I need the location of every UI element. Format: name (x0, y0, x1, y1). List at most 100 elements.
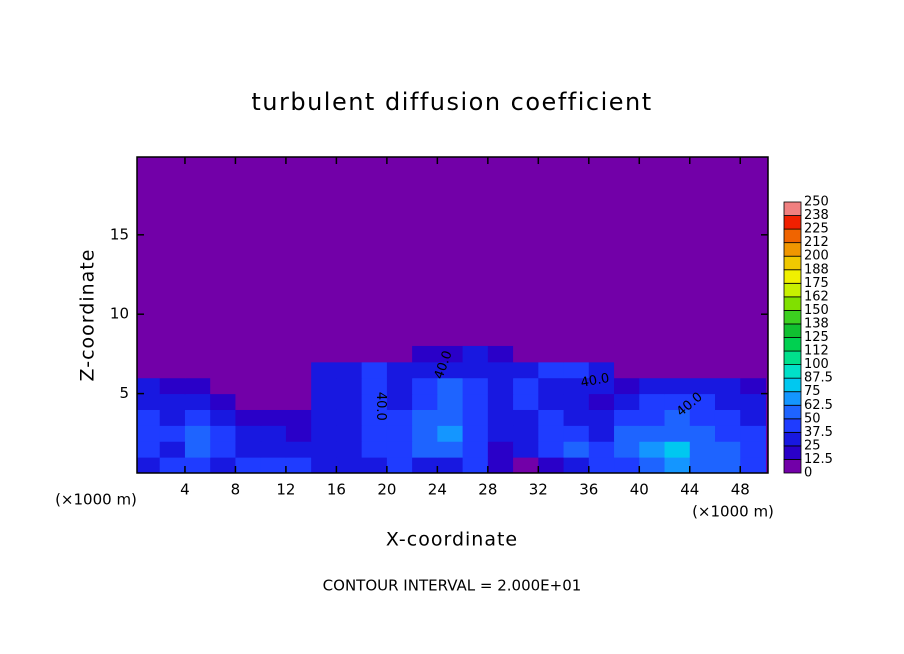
colorbar-swatch (783, 459, 802, 474)
heatmap-cell (513, 441, 539, 458)
heatmap-cell (462, 393, 489, 410)
heatmap-cell (311, 441, 337, 458)
heatmap-cell (386, 377, 413, 395)
heatmap-cell (437, 409, 464, 426)
heatmap-cell (159, 377, 186, 395)
heatmap-cell (714, 457, 741, 473)
heatmap-cell (639, 441, 666, 458)
heatmap-cell (285, 361, 312, 379)
heatmap-cell (639, 457, 666, 473)
heatmap-cell (513, 393, 539, 410)
heatmap-cell (184, 425, 211, 442)
heatmap-cell (714, 345, 741, 363)
heatmap-cell (336, 409, 363, 426)
heatmap-cell (513, 345, 539, 363)
heatmap-cell (714, 361, 741, 379)
heatmap-cell (311, 361, 337, 379)
heatmap-cell (614, 441, 640, 458)
colorbar-label: 25 (804, 438, 821, 453)
colorbar-label: 138 (804, 316, 829, 331)
heatmap-cell (210, 409, 236, 426)
heatmap-cell (437, 457, 464, 473)
heatmap-cell (538, 409, 565, 426)
heatmap-cell (260, 409, 287, 426)
colorbar-swatch (783, 296, 802, 311)
heatmap-cell (462, 425, 489, 442)
heatmap-cell (513, 425, 539, 442)
colorbar-swatch (783, 337, 802, 352)
colorbar-swatch (783, 418, 802, 433)
heatmap-cell (714, 393, 741, 410)
heatmap-cell (563, 393, 590, 410)
heatmap-cell (336, 361, 363, 379)
heatmap-cell (235, 409, 262, 426)
colorbar-swatch (783, 445, 802, 460)
heatmap-cell (588, 409, 615, 426)
heatmap-cell (361, 393, 388, 410)
heatmap-cell (513, 409, 539, 426)
heatmap-cell (614, 425, 640, 442)
heatmap-cell (285, 409, 312, 426)
colorbar-label: 12.5 (804, 452, 833, 467)
heatmap-cell (386, 345, 413, 363)
heatmap-cell (361, 425, 388, 442)
y-tick-label: 5 (119, 384, 129, 402)
heatmap-cell (210, 457, 236, 473)
colorbar-label: 0 (804, 466, 812, 481)
heatmap-cell (714, 425, 741, 442)
heatmap-cell (137, 393, 161, 410)
heatmap-cell (285, 441, 312, 458)
heatmap-cell (412, 345, 438, 363)
heatmap-cell (311, 377, 337, 395)
x-tick-label: 4 (180, 481, 190, 499)
heatmap-cell (285, 457, 312, 473)
heatmap-cell (538, 457, 565, 473)
heatmap-cell (159, 393, 186, 410)
heatmap-cell (588, 457, 615, 473)
heatmap-cell (285, 393, 312, 410)
heatmap-cell (538, 425, 565, 442)
heatmap-cell (137, 457, 161, 473)
heatmap-cell (361, 345, 388, 363)
heatmap-cell (437, 361, 464, 379)
colorbar-label: 112 (804, 344, 829, 359)
heatmap-cell (159, 409, 186, 426)
heatmap-cell (336, 425, 363, 442)
x-tick-label: 32 (529, 481, 548, 499)
footer: CONTOUR INTERVAL = 2.000E+01 (323, 577, 582, 595)
heatmap-cell (285, 377, 312, 395)
plot-frame (136, 156, 769, 474)
heatmap-cell (487, 377, 514, 395)
colorbar-label: 50 (804, 411, 821, 426)
heatmap-cell (487, 393, 514, 410)
heatmap (137, 345, 766, 473)
heatmap-cell (361, 409, 388, 426)
heatmap-cell (137, 345, 161, 363)
heatmap-cell (563, 457, 590, 473)
heatmap-cell (689, 425, 716, 442)
heatmap-cell (588, 393, 615, 410)
heatmap-cell (361, 361, 388, 379)
heatmap-cell (386, 441, 413, 458)
heatmap-cell (412, 441, 438, 458)
heatmap-cell (639, 361, 666, 379)
heatmap-cell (285, 425, 312, 442)
x-unit: (×1000 m) (692, 503, 774, 521)
colorbar-swatch (783, 282, 802, 298)
heatmap-cell (740, 409, 766, 426)
heatmap-cell (137, 409, 161, 426)
heatmap-cell (664, 361, 691, 379)
heatmap-cell (184, 441, 211, 458)
y-tick-label: 15 (110, 225, 129, 243)
heatmap-cell (361, 441, 388, 458)
heatmap-cell (260, 441, 287, 458)
heatmap-cell (412, 409, 438, 426)
heatmap-cell (487, 409, 514, 426)
colorbar-label: 150 (804, 303, 829, 318)
x-tick-label: 12 (276, 481, 295, 499)
heatmap-cell (386, 361, 413, 379)
colorbar-label: 162 (804, 289, 829, 304)
heatmap-cell (664, 393, 691, 410)
colorbar-swatch (783, 350, 802, 365)
heatmap-cell (563, 345, 590, 363)
